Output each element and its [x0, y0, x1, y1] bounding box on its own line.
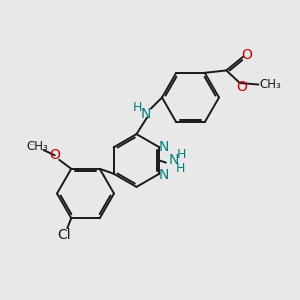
Text: H: H: [177, 148, 187, 161]
Text: H: H: [132, 101, 142, 114]
Text: O: O: [241, 48, 252, 62]
Text: Cl: Cl: [57, 228, 70, 242]
Text: methoxy: methoxy: [30, 144, 36, 145]
Text: N: N: [168, 154, 178, 167]
Text: H: H: [175, 162, 185, 175]
Text: O: O: [49, 148, 60, 162]
Text: CH₃: CH₃: [259, 78, 281, 91]
Text: CH₃: CH₃: [26, 140, 48, 153]
Text: N: N: [159, 140, 169, 154]
Text: N: N: [140, 107, 151, 121]
Text: N: N: [159, 168, 169, 182]
Text: O: O: [236, 80, 247, 94]
